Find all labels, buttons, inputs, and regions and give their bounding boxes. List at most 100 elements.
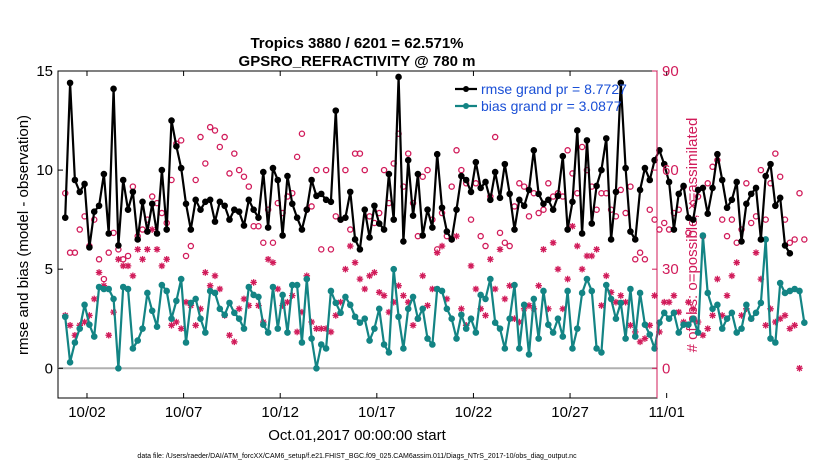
- bias-point: [356, 319, 364, 326]
- bias-point: [332, 299, 340, 307]
- obs-assimilated-point: [158, 262, 166, 270]
- obs-possible-point: [525, 213, 533, 220]
- rmse-point: [71, 176, 79, 184]
- bias-point: [728, 309, 736, 317]
- obs-assimilated-point: [293, 328, 301, 336]
- x-tick-label: 10/12: [261, 404, 299, 421]
- bias-point: [583, 275, 591, 283]
- bias-series-line: [64, 234, 806, 370]
- rmse-point: [250, 206, 257, 214]
- obs-assimilated-point: [361, 285, 369, 293]
- rmse-point: [90, 208, 98, 216]
- rmse-point: [356, 246, 364, 253]
- rmse-point: [482, 178, 489, 186]
- obs-assimilated-point: [738, 312, 745, 319]
- obs-possible-point: [540, 206, 547, 213]
- bias-point: [279, 291, 286, 299]
- obs-assimilated-point: [202, 269, 209, 276]
- bias-point: [346, 301, 354, 309]
- rmse-point: [747, 190, 755, 198]
- bias-point: [216, 305, 224, 313]
- obs-assimilated-point: [791, 322, 798, 329]
- bias-point: [66, 359, 74, 366]
- rmse-point: [578, 230, 586, 237]
- rmse-point: [148, 200, 156, 208]
- obs-possible-point: [718, 216, 726, 223]
- obs-possible-point: [255, 222, 262, 230]
- x-tick-label: 11/01: [648, 404, 684, 421]
- obs-assimilated-point: [226, 331, 233, 339]
- obs-assimilated-point: [525, 302, 533, 309]
- obs-assimilated-point: [776, 315, 784, 323]
- rmse-point: [61, 214, 69, 221]
- rmse-point: [752, 184, 760, 192]
- bias-point: [322, 345, 330, 352]
- bias-point: [313, 364, 320, 372]
- rmse-point: [395, 73, 402, 81]
- y-tick-label-left: 5: [45, 261, 53, 278]
- obs-assimilated-point: [757, 275, 765, 283]
- rmse-point: [569, 198, 576, 206]
- bias-point: [733, 329, 741, 336]
- obs-possible-point: [356, 150, 364, 157]
- rmse-point: [380, 226, 388, 233]
- bias-point: [245, 283, 253, 291]
- obs-possible-point: [216, 143, 224, 151]
- obs-assimilated-point: [641, 335, 649, 342]
- obs-possible-point: [801, 236, 808, 243]
- rmse-point: [617, 79, 625, 87]
- rmse-point: [153, 230, 161, 237]
- obs-assimilated-point: [796, 364, 803, 372]
- bias-point: [718, 325, 726, 332]
- rmse-point: [462, 176, 470, 184]
- obs-possible-point: [404, 150, 412, 157]
- obs-assimilated-point: [119, 262, 127, 270]
- obs-assimilated-point: [298, 308, 306, 316]
- rmse-point: [105, 230, 113, 237]
- bias-point: [520, 301, 528, 309]
- rmse-point: [264, 224, 272, 231]
- bias-point: [235, 315, 243, 323]
- obs-assimilated-point: [395, 282, 402, 289]
- obs-possible-point: [796, 189, 803, 197]
- bias-point: [192, 295, 199, 303]
- obs-possible-point: [308, 203, 315, 210]
- obs-possible-point: [632, 256, 639, 263]
- obs-possible-point: [757, 166, 765, 174]
- legend-bias-label: bias grand pr = 3.0877: [481, 98, 622, 114]
- rmse-point: [245, 196, 253, 204]
- bias-point: [573, 325, 581, 332]
- y-tick-label-left: 15: [36, 63, 53, 80]
- rmse-point: [81, 180, 88, 188]
- rmse-point: [665, 178, 673, 186]
- rmse-point: [327, 198, 335, 206]
- rmse-point: [414, 170, 422, 178]
- obs-possible-point: [772, 150, 779, 157]
- obs-possible-point: [448, 183, 455, 190]
- obs-possible-point: [76, 226, 83, 233]
- bias-point: [467, 315, 475, 323]
- obs-assimilated-point: [274, 285, 282, 293]
- bias-point: [482, 295, 489, 303]
- obs-assimilated-point: [211, 272, 219, 280]
- bias-point: [443, 305, 451, 313]
- rmse-point: [443, 228, 451, 235]
- obs-possible-point: [453, 147, 460, 154]
- rmse-point: [404, 156, 412, 164]
- obs-assimilated-point: [317, 325, 325, 332]
- obs-assimilated-point: [375, 289, 383, 296]
- obs-assimilated-point: [559, 305, 567, 313]
- bias-point: [240, 325, 248, 332]
- obs-possible-point: [482, 242, 489, 250]
- bias-point: [511, 281, 518, 289]
- obs-possible-point: [656, 226, 663, 233]
- obs-assimilated-point: [660, 298, 668, 306]
- obs-possible-point: [231, 150, 238, 157]
- bias-point: [158, 281, 166, 289]
- rmse-point: [602, 135, 610, 142]
- bias-point: [776, 279, 784, 287]
- bias-point: [530, 295, 538, 303]
- bias-point: [598, 349, 605, 356]
- rmse-point: [535, 190, 542, 198]
- y-tick-label-right: 0: [662, 360, 670, 377]
